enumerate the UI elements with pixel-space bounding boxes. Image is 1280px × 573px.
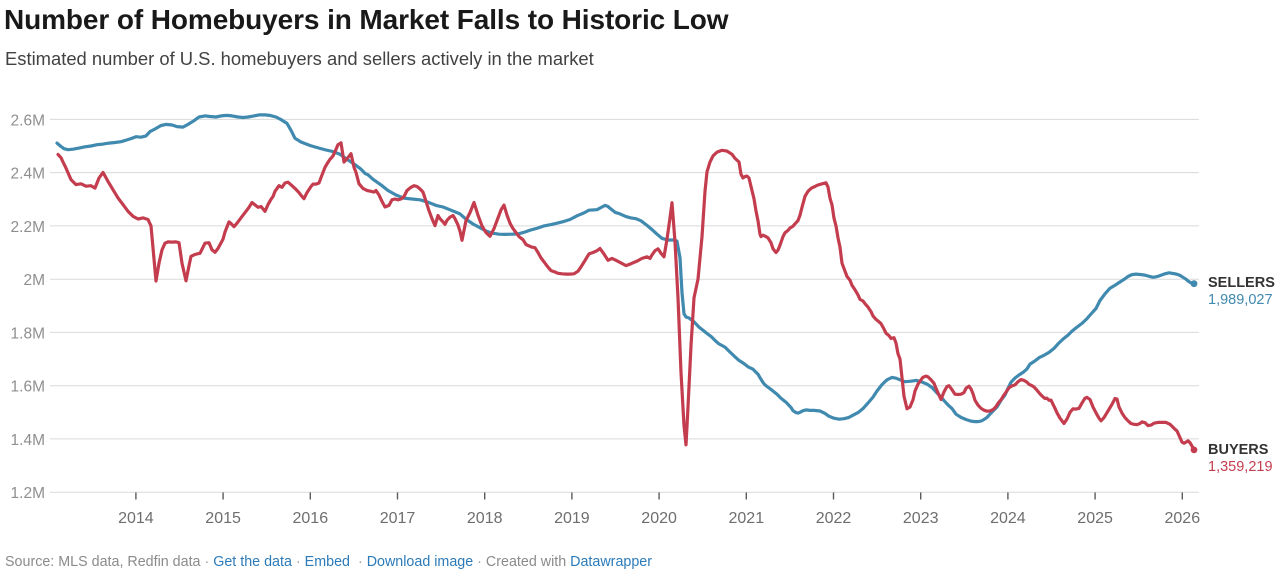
svg-text:2M: 2M (23, 272, 45, 289)
svg-text:2026: 2026 (1165, 510, 1201, 527)
svg-text:2.6M: 2.6M (11, 112, 45, 129)
svg-text:2021: 2021 (729, 510, 765, 527)
svg-text:2014: 2014 (118, 510, 154, 527)
svg-text:2022: 2022 (816, 510, 852, 527)
svg-text:1.2M: 1.2M (11, 485, 45, 502)
svg-text:2018: 2018 (467, 510, 503, 527)
svg-text:2016: 2016 (293, 510, 329, 527)
svg-text:2.4M: 2.4M (11, 166, 45, 183)
svg-text:2017: 2017 (380, 510, 416, 527)
svg-text:2023: 2023 (903, 510, 939, 527)
svg-text:2025: 2025 (1077, 510, 1113, 527)
svg-text:2024: 2024 (990, 510, 1026, 527)
svg-text:1.8M: 1.8M (11, 325, 45, 342)
svg-text:2.2M: 2.2M (11, 219, 45, 236)
svg-text:2020: 2020 (641, 510, 677, 527)
svg-text:1.6M: 1.6M (11, 379, 45, 396)
svg-text:2015: 2015 (205, 510, 241, 527)
svg-text:2019: 2019 (554, 510, 590, 527)
svg-text:1.4M: 1.4M (11, 432, 45, 449)
